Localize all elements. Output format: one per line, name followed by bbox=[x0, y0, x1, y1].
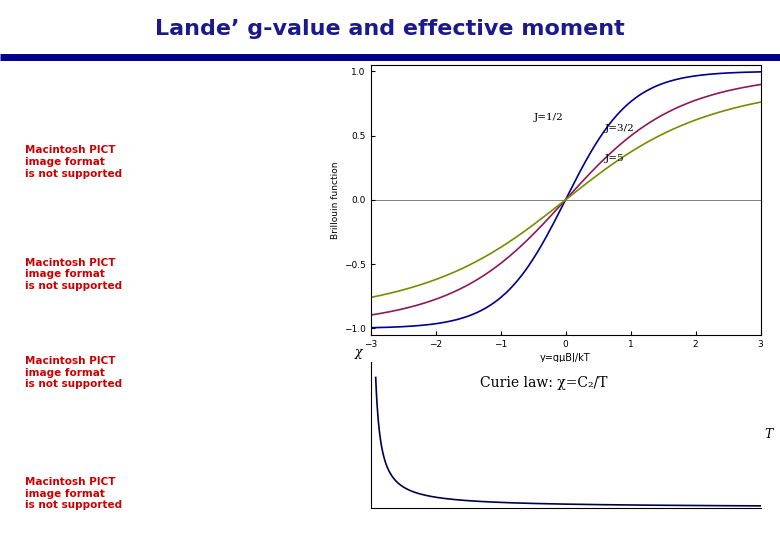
Text: Lande’ g-value and effective moment: Lande’ g-value and effective moment bbox=[155, 19, 625, 39]
Text: J=3/2: J=3/2 bbox=[604, 124, 634, 133]
Text: T: T bbox=[764, 428, 773, 441]
Text: Curie law: χ=C₂/T: Curie law: χ=C₂/T bbox=[480, 376, 607, 390]
Text: Macintosh PICT
image format
is not supported: Macintosh PICT image format is not suppo… bbox=[25, 145, 122, 179]
Y-axis label: Brillouin function: Brillouin function bbox=[331, 161, 339, 239]
Text: Macintosh PICT
image format
is not supported: Macintosh PICT image format is not suppo… bbox=[25, 258, 122, 291]
Text: Macintosh PICT
image format
is not supported: Macintosh PICT image format is not suppo… bbox=[25, 477, 122, 510]
Text: J=1/2: J=1/2 bbox=[534, 113, 564, 123]
Text: J=5: J=5 bbox=[604, 154, 624, 163]
Text: χ: χ bbox=[355, 346, 363, 359]
X-axis label: y=gμBJ/kT: y=gμBJ/kT bbox=[541, 353, 590, 363]
Text: Macintosh PICT
image format
is not supported: Macintosh PICT image format is not suppo… bbox=[25, 356, 122, 389]
